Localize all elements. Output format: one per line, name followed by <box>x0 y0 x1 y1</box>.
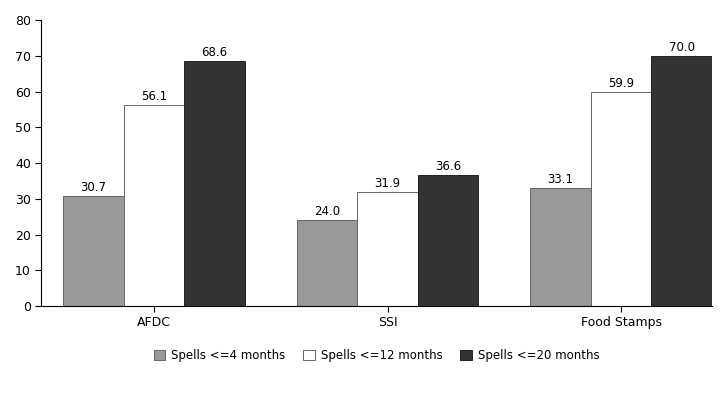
Bar <box>357 192 418 306</box>
Text: 30.7: 30.7 <box>80 181 106 194</box>
Bar <box>63 196 124 306</box>
Bar <box>591 92 651 306</box>
Text: 59.9: 59.9 <box>608 77 634 90</box>
Bar <box>530 188 591 306</box>
Text: 31.9: 31.9 <box>374 177 401 190</box>
Bar <box>297 220 357 306</box>
Text: 24.0: 24.0 <box>314 205 340 218</box>
Text: 68.6: 68.6 <box>201 46 228 59</box>
Bar <box>651 56 712 306</box>
Text: 36.6: 36.6 <box>435 160 461 173</box>
Bar <box>124 106 184 306</box>
Text: 56.1: 56.1 <box>141 90 167 103</box>
Text: 70.0: 70.0 <box>669 41 695 54</box>
Bar <box>418 175 478 306</box>
Bar <box>184 61 245 306</box>
Legend: Spells <=4 months, Spells <=12 months, Spells <=20 months: Spells <=4 months, Spells <=12 months, S… <box>153 349 600 362</box>
Text: 33.1: 33.1 <box>547 172 574 186</box>
